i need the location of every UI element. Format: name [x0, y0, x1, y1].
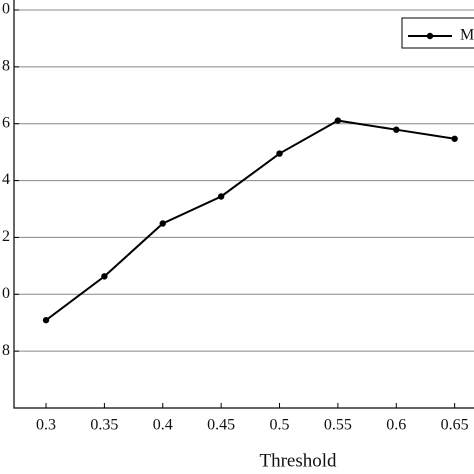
x-tick-label: 0.65 — [441, 417, 469, 434]
point — [42, 316, 50, 324]
point — [101, 273, 108, 280]
y-tick-label: 0 — [2, 1, 10, 18]
x-axis-label: Threshold — [259, 450, 337, 471]
y-tick-label: 8 — [2, 58, 10, 75]
legend-marker — [426, 32, 434, 40]
x-tick-label: 0.6 — [386, 417, 406, 434]
point — [159, 220, 166, 227]
x-tick-label: 0.5 — [270, 417, 290, 434]
point — [217, 193, 225, 200]
x-tick-label: 0.3 — [36, 417, 56, 434]
point — [451, 135, 458, 142]
legend-box — [401, 17, 474, 49]
x-tick-label: 0.35 — [90, 417, 118, 434]
x-tick-label: 0.4 — [153, 417, 173, 434]
plot-frame — [13, 0, 474, 409]
y-tick-label: 2 — [2, 228, 10, 245]
y-tick-label: 4 — [2, 171, 10, 188]
legend-label: M — [460, 27, 474, 44]
point — [393, 126, 400, 133]
x-tick-label: 0.55 — [324, 417, 352, 434]
point — [276, 150, 283, 157]
x-tick-label: 0.45 — [207, 417, 235, 434]
line — [45, 119, 455, 321]
y-tick-label: 8 — [2, 342, 10, 359]
y-tick-label: 6 — [2, 114, 10, 131]
point — [334, 117, 342, 124]
y-tick-label: 0 — [2, 285, 10, 302]
